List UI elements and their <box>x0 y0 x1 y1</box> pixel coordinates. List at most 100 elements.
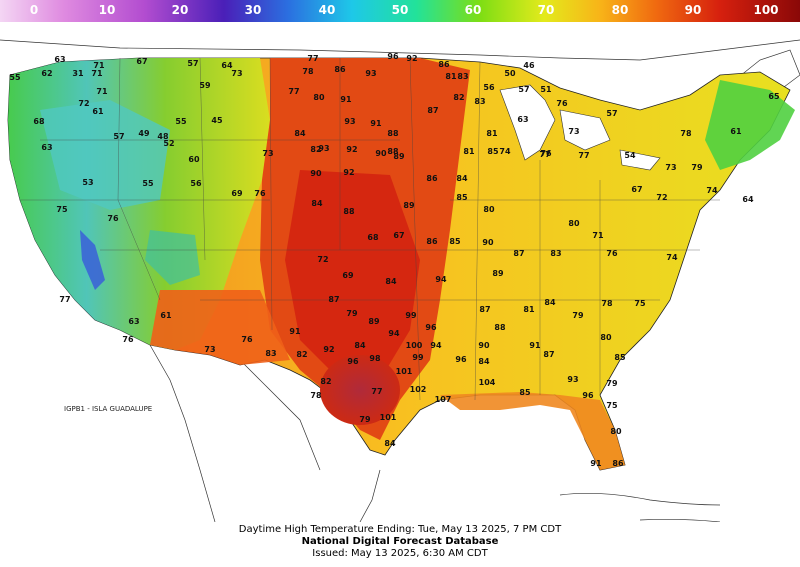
temp-label: 48 <box>157 132 169 141</box>
temp-label: 59 <box>199 81 211 90</box>
temp-label: 87 <box>513 249 524 258</box>
temp-label: 79 <box>606 379 618 388</box>
temp-label: 77 <box>371 387 382 396</box>
temp-label: 104 <box>479 378 496 387</box>
temp-label: 71 <box>93 61 105 70</box>
temp-label: 82 <box>453 93 464 102</box>
temp-label: 71 <box>96 87 108 96</box>
temp-label: 107 <box>435 395 452 404</box>
issued-time-caption: Issued: May 13 2025, 6:30 AM CDT <box>312 548 488 559</box>
temp-label: 63 <box>54 55 65 64</box>
temp-label: 75 <box>56 205 68 214</box>
temp-label: 65 <box>768 92 780 101</box>
temp-label: 84 <box>294 129 306 138</box>
temp-label: 63 <box>41 143 52 152</box>
temp-label: 61 <box>92 107 104 116</box>
temp-label: 86 <box>612 459 624 468</box>
temp-label: 83 <box>550 249 561 258</box>
gulf-coast-band <box>440 392 625 470</box>
temp-label: 81 <box>445 72 457 81</box>
temp-label: 81 <box>523 305 535 314</box>
temp-label: 88 <box>343 207 355 216</box>
rockies-cool-pocket <box>145 230 200 285</box>
temp-label: 94 <box>435 275 447 284</box>
sierra-cold-pocket <box>80 230 105 290</box>
temp-label: 89 <box>368 317 380 326</box>
temp-label: 92 <box>343 168 354 177</box>
temp-label: 77 <box>288 87 299 96</box>
temp-label: 87 <box>479 305 490 314</box>
temp-label: 102 <box>410 385 427 394</box>
temp-label: 85 <box>614 353 626 362</box>
plains-core-hot <box>285 170 420 380</box>
temp-label: 86 <box>426 174 438 183</box>
temp-label: 82 <box>296 350 307 359</box>
temp-label: 75 <box>634 299 646 308</box>
state-borders <box>20 57 720 401</box>
temp-label: 57 <box>113 132 124 141</box>
temp-label: 85 <box>456 193 468 202</box>
temp-label: 45 <box>211 116 223 125</box>
temp-label: 87 <box>328 295 339 304</box>
temp-label: 69 <box>231 189 243 198</box>
temp-label: 84 <box>311 199 323 208</box>
temp-label: 72 <box>656 193 667 202</box>
temp-label: 92 <box>323 345 334 354</box>
temp-label: 76 <box>540 149 552 158</box>
southwest-warm-region <box>150 290 290 365</box>
temp-label: 96 <box>347 357 359 366</box>
temp-label: 80 <box>313 93 325 102</box>
temp-label: 61 <box>160 311 172 320</box>
temp-label: 73 <box>231 69 242 78</box>
temp-label: 57 <box>606 109 617 118</box>
temp-label: 67 <box>136 57 147 66</box>
temp-label: 77 <box>59 295 70 304</box>
temp-label: 71 <box>91 69 103 78</box>
temp-label: 84 <box>544 298 556 307</box>
canada-border-outline <box>0 39 800 61</box>
great-lakes <box>499 84 661 171</box>
temp-label: 73 <box>665 163 676 172</box>
temp-label: 50 <box>504 69 516 78</box>
temp-label: 55 <box>142 179 154 188</box>
temp-label: 96 <box>425 323 437 332</box>
temp-label: 78 <box>302 67 314 76</box>
temp-label: 96 <box>455 355 467 364</box>
temp-label: 101 <box>380 413 397 422</box>
temp-label: 31 <box>72 69 84 78</box>
temp-label: 78 <box>601 299 613 308</box>
temp-label: 89 <box>403 201 415 210</box>
temp-label: 78 <box>680 129 692 138</box>
mexico-coast-outline <box>149 344 381 522</box>
temp-label: 90 <box>375 149 387 158</box>
temp-label: 67 <box>393 231 404 240</box>
temp-label: 85 <box>449 237 461 246</box>
temp-label: 77 <box>539 150 550 159</box>
temp-label: 91 <box>529 341 541 350</box>
temp-label: 73 <box>262 149 273 158</box>
temp-label: 84 <box>354 341 366 350</box>
temp-label: 80 <box>568 219 580 228</box>
temp-label: 76 <box>254 189 266 198</box>
temp-label: 52 <box>163 139 174 148</box>
temp-label: 67 <box>631 185 642 194</box>
temp-label: 49 <box>138 129 150 138</box>
temp-label: 83 <box>474 97 485 106</box>
temp-label: 63 <box>128 317 139 326</box>
temp-label: 101 <box>396 367 413 376</box>
temp-label: 82 <box>310 145 321 154</box>
temp-label: 93 <box>318 144 329 153</box>
temp-label: 76 <box>606 249 618 258</box>
temp-label: 73 <box>204 345 215 354</box>
temp-label: 98 <box>369 354 381 363</box>
temp-label: 75 <box>606 401 618 410</box>
temp-label: 56 <box>483 83 495 92</box>
temp-label: 78 <box>310 391 322 400</box>
temp-label: 84 <box>384 439 396 448</box>
temp-label: 72 <box>78 99 89 108</box>
temp-label: 91 <box>289 327 301 336</box>
temp-label: 85 <box>519 388 531 397</box>
temp-label: 55 <box>175 117 187 126</box>
temp-label: 96 <box>582 391 594 400</box>
valid-time-caption: Daytime High Temperature Ending: Tue, Ma… <box>238 524 562 535</box>
